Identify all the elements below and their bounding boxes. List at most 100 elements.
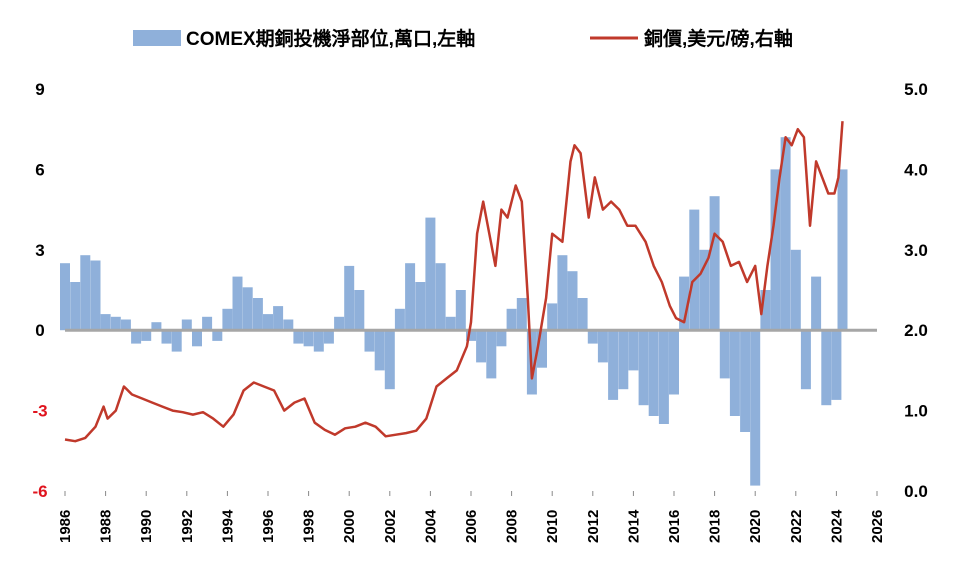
bar-mark (242, 287, 253, 331)
bar-mark (760, 290, 771, 331)
bar-mark (131, 330, 142, 344)
legend-bar-swatch (133, 30, 181, 46)
bar-mark (344, 265, 355, 331)
bar-mark (597, 330, 608, 363)
x-tick-label: 2006 (463, 510, 480, 543)
bar-mark (161, 330, 172, 344)
x-tick-label: 1996 (260, 510, 277, 543)
x-tick-label: 2008 (504, 510, 521, 543)
left-tick-label: 9 (35, 80, 44, 99)
bar-mark (120, 319, 131, 331)
bar-mark (557, 255, 568, 331)
bar-mark (821, 330, 832, 406)
bar-mark (466, 330, 476, 341)
bar-mark (70, 282, 81, 331)
x-tick-label: 2000 (341, 510, 358, 543)
bar-mark (283, 319, 294, 331)
bar-mark (837, 169, 848, 331)
bar-mark (435, 263, 446, 331)
bar-mark (334, 316, 345, 331)
x-tick-label: 2020 (747, 510, 764, 543)
bar-mark (719, 330, 730, 379)
bar-mark (90, 260, 101, 331)
bar-mark (750, 330, 761, 486)
bar-mark (354, 290, 365, 331)
bar-mark (364, 330, 375, 352)
bar-mark (587, 330, 598, 344)
copper-price-line (64, 121, 844, 443)
bar-mark (506, 308, 517, 331)
bar-mark (476, 330, 487, 363)
bar-mark (638, 330, 649, 406)
bar-mark (658, 330, 669, 424)
bar-mark (547, 303, 558, 331)
bar-mark (110, 316, 121, 331)
bar-mark (181, 319, 192, 331)
x-tick-label: 2012 (585, 510, 602, 543)
bar-mark (648, 330, 659, 416)
bar-mark (577, 298, 588, 331)
bar-mark (232, 276, 243, 331)
bar-mark (100, 314, 111, 331)
x-tick-label: 2022 (788, 510, 805, 543)
bar-mark (60, 263, 70, 331)
bar-mark (263, 314, 273, 331)
right-tick-label: 1.0 (904, 402, 928, 421)
bar-mark (608, 330, 619, 400)
bar-mark (709, 196, 720, 331)
legend-line-label: 銅價,美元/磅,右軸 (644, 27, 793, 50)
bar-mark (800, 330, 811, 390)
x-tick-label: 2014 (625, 509, 642, 543)
legend-bar-label: COMEX期銅投機淨部位,萬口,左軸 (186, 27, 475, 50)
left-tick-label: -6 (32, 482, 47, 501)
bar-mark (618, 330, 629, 390)
bar-mark (222, 308, 233, 331)
bar-mark (171, 330, 182, 352)
bar-mark (212, 330, 223, 341)
bar-mark (770, 169, 781, 331)
x-tick-label: 1990 (138, 510, 155, 543)
bar-mark (780, 137, 791, 331)
bar-mark (628, 330, 639, 371)
bar-mark (405, 263, 416, 331)
x-tick-label: 2026 (869, 510, 886, 543)
bar-mark (293, 330, 304, 344)
x-tick-label: 1994 (219, 509, 236, 543)
right-tick-label: 3.0 (904, 241, 928, 260)
x-tick-label: 1988 (98, 510, 115, 543)
line-series (64, 121, 844, 443)
x-tick-label: 2016 (666, 510, 683, 543)
bar-mark (567, 271, 578, 331)
right-tick-label: 5.0 (904, 80, 928, 99)
bar-mark (425, 217, 436, 331)
x-axis: 1986 1988 1990 1992 1994 1996 1998 2000 2002 2004… (57, 491, 886, 543)
bar-mark (486, 330, 497, 379)
x-tick-label: 1998 (301, 510, 318, 543)
bar-mark (740, 330, 751, 432)
bar-mark (496, 330, 507, 347)
x-tick-label: 2024 (828, 509, 845, 543)
bar-mark (192, 330, 202, 347)
bar-mark (679, 276, 690, 331)
bar-mark (202, 316, 213, 331)
bar-mark (811, 276, 822, 331)
left-axis-ticks: 9 6 3 0 -3 -6 (32, 80, 47, 501)
bar-mark (80, 255, 91, 331)
bar-mark (699, 249, 710, 331)
bar-mark (831, 330, 842, 400)
bar-mark (455, 290, 466, 331)
bar-mark (790, 249, 801, 331)
bar-mark (252, 298, 263, 331)
bar-mark (689, 209, 700, 331)
right-axis-ticks: 5.0 4.0 3.0 2.0 1.0 0.0 (904, 80, 928, 501)
x-tick-label: 1992 (179, 510, 196, 543)
right-tick-label: 4.0 (904, 160, 928, 179)
x-tick-label: 2004 (422, 509, 439, 543)
bar-mark (141, 330, 152, 341)
right-tick-label: 0.0 (904, 482, 928, 501)
bar-mark (313, 330, 324, 352)
bar-mark (729, 330, 740, 416)
bar-mark (384, 330, 395, 390)
bar-mark (303, 330, 314, 347)
